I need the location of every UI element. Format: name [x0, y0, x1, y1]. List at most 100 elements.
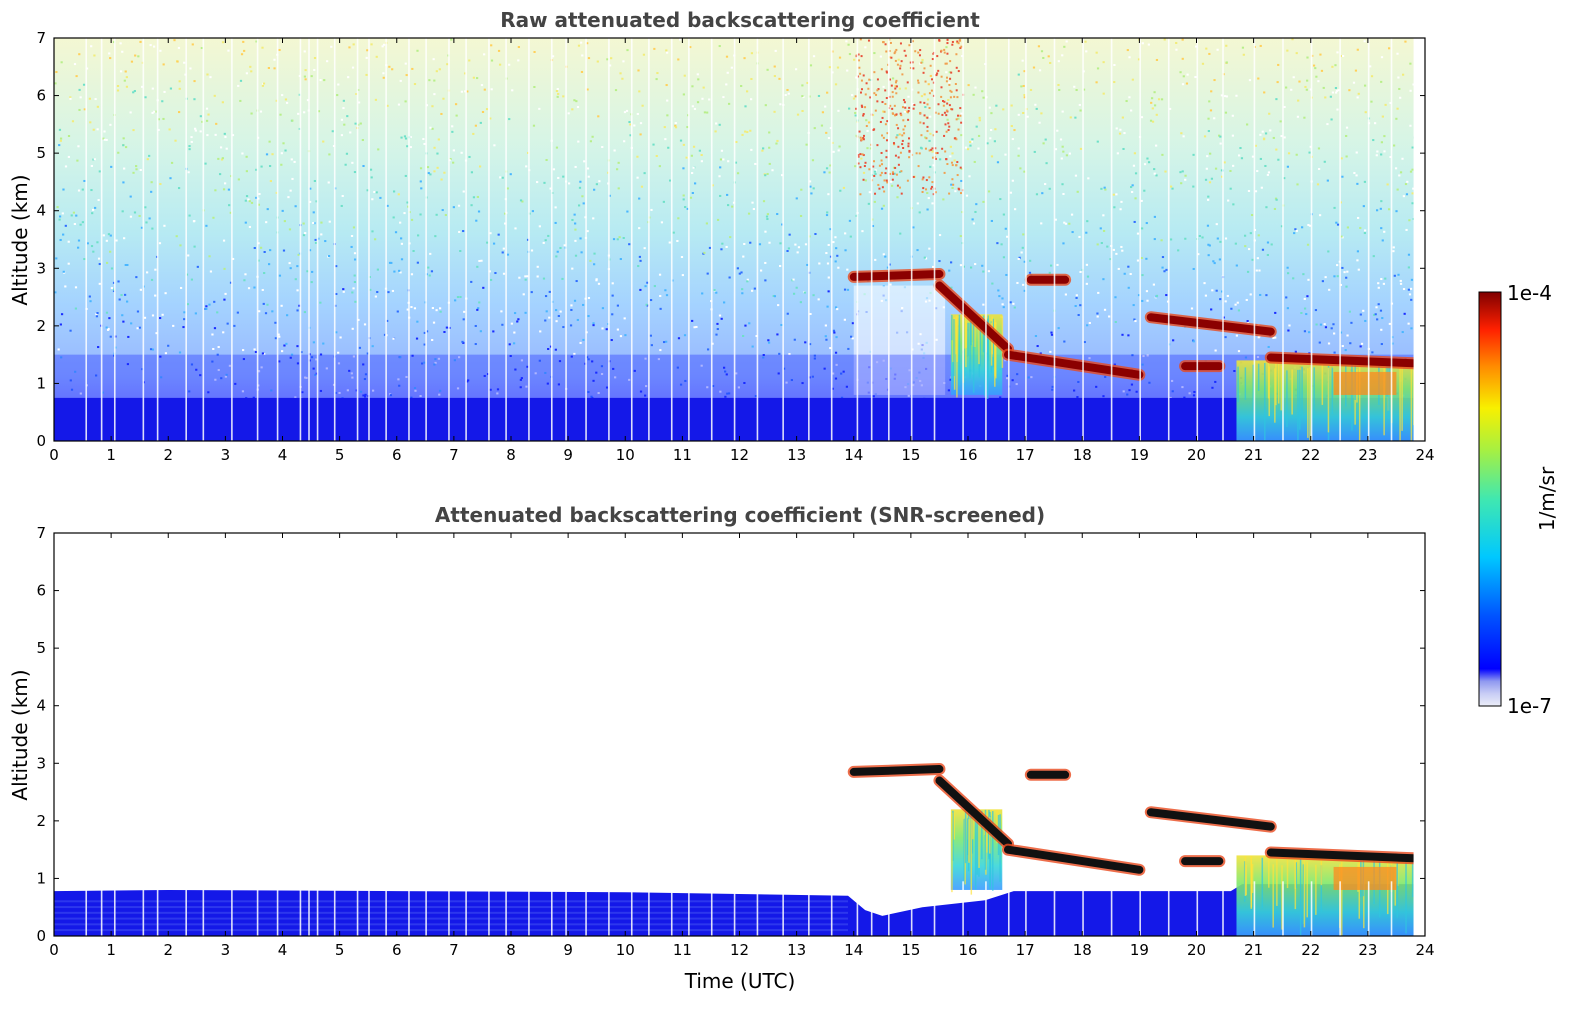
- precipitation-streak: [978, 316, 980, 365]
- noise-speck: [1016, 373, 1019, 376]
- noise-speck: [636, 155, 639, 158]
- noise-speck: [1214, 380, 1217, 383]
- noise-speck: [1181, 170, 1184, 173]
- noise-speck: [1054, 148, 1058, 151]
- noise-speck-warm: [868, 168, 871, 171]
- noise-speck: [1273, 207, 1277, 210]
- noise-speck: [817, 298, 820, 301]
- noise-speck: [1131, 184, 1134, 187]
- noise-speck: [1256, 356, 1260, 359]
- noise-speck-warm: [865, 125, 868, 128]
- panel-screened-data-gaps: [85, 533, 1425, 936]
- noise-speck: [1182, 75, 1185, 78]
- noise-speck: [855, 76, 858, 79]
- noise-speck: [832, 372, 835, 375]
- noise-speck: [95, 374, 98, 377]
- noise-speck-warm: [957, 128, 960, 131]
- noise-speck: [701, 97, 704, 100]
- noise-speck: [557, 176, 560, 179]
- noise-speck: [517, 318, 520, 321]
- noise-speck-warm: [859, 193, 862, 196]
- noise-speck: [1219, 298, 1222, 301]
- noise-speck: [508, 343, 511, 346]
- noise-speck: [443, 171, 446, 174]
- noise-speck: [130, 60, 134, 63]
- noise-speck: [1079, 304, 1082, 307]
- data-gap-stripe: [1167, 38, 1170, 441]
- noise-speck-warm: [935, 152, 938, 155]
- noise-speck-warm: [936, 55, 939, 58]
- noise-speck: [889, 283, 892, 286]
- noise-speck: [366, 352, 369, 355]
- noise-speck: [643, 172, 646, 175]
- noise-speck: [1243, 234, 1247, 237]
- noise-speck: [1356, 216, 1360, 219]
- noise-speck: [928, 247, 931, 250]
- noise-speck: [313, 222, 316, 225]
- data-gap-stripe: [608, 38, 610, 441]
- noise-speck: [746, 90, 749, 93]
- noise-speck: [475, 219, 478, 222]
- noise-speck: [1296, 115, 1300, 118]
- noise-speck-warm: [928, 92, 931, 95]
- data-gap-stripe: [870, 38, 873, 441]
- noise-speck: [1357, 268, 1360, 271]
- noise-speck: [214, 133, 217, 136]
- noise-speck: [317, 110, 321, 113]
- noise-speck: [1249, 232, 1252, 235]
- noise-speck: [1355, 174, 1358, 177]
- noise-speck: [1335, 91, 1338, 94]
- data-gap-stripe: [1367, 38, 1370, 441]
- noise-speck: [971, 218, 974, 221]
- precipitation-streak: [1320, 859, 1323, 886]
- noise-speck-warm: [899, 67, 902, 70]
- precipitation-streak: [1286, 857, 1289, 889]
- precipitation-streak: [963, 819, 966, 884]
- noise-speck: [682, 93, 685, 96]
- noise-speck: [692, 166, 695, 169]
- noise-speck: [109, 234, 112, 237]
- noise-speck-warm: [891, 91, 894, 94]
- noise-speck-warm: [892, 172, 895, 175]
- noise-speck: [371, 230, 374, 233]
- noise-speck: [1096, 67, 1100, 70]
- noise-speck-warm: [906, 179, 909, 182]
- noise-speck: [1333, 206, 1336, 209]
- noise-speck: [656, 72, 659, 75]
- noise-speck: [219, 146, 223, 149]
- noise-speck: [1049, 350, 1052, 353]
- noise-speck: [715, 291, 718, 294]
- noise-speck: [435, 213, 438, 216]
- noise-speck: [1336, 264, 1339, 267]
- noise-speck: [776, 213, 779, 216]
- noise-speck: [533, 85, 536, 88]
- noise-speck: [188, 145, 191, 148]
- noise-speck: [280, 163, 283, 166]
- noise-speck: [1353, 171, 1356, 174]
- noise-speck: [892, 166, 896, 169]
- noise-speck: [252, 396, 255, 399]
- noise-speck: [616, 304, 619, 307]
- noise-speck: [932, 265, 935, 268]
- noise-speck: [98, 282, 101, 285]
- noise-speck: [539, 330, 542, 333]
- noise-speck: [1096, 315, 1099, 318]
- noise-speck-warm: [959, 166, 962, 169]
- noise-speck: [611, 282, 614, 285]
- noise-speck: [517, 46, 520, 49]
- noise-speck: [938, 234, 942, 237]
- noise-speck: [1115, 127, 1118, 130]
- noise-speck: [472, 196, 476, 199]
- noise-speck-warm: [928, 107, 931, 110]
- noise-speck: [562, 95, 565, 98]
- no-data-region: [1413, 38, 1425, 441]
- data-gap-stripe: [808, 38, 810, 441]
- noise-speck-warm: [959, 46, 962, 49]
- noise-speck: [1309, 88, 1312, 91]
- noise-speck: [978, 119, 981, 122]
- noise-speck: [796, 113, 800, 116]
- noise-speck: [703, 251, 706, 254]
- noise-speck: [619, 258, 622, 261]
- noise-speck: [697, 78, 700, 81]
- noise-speck: [526, 365, 529, 368]
